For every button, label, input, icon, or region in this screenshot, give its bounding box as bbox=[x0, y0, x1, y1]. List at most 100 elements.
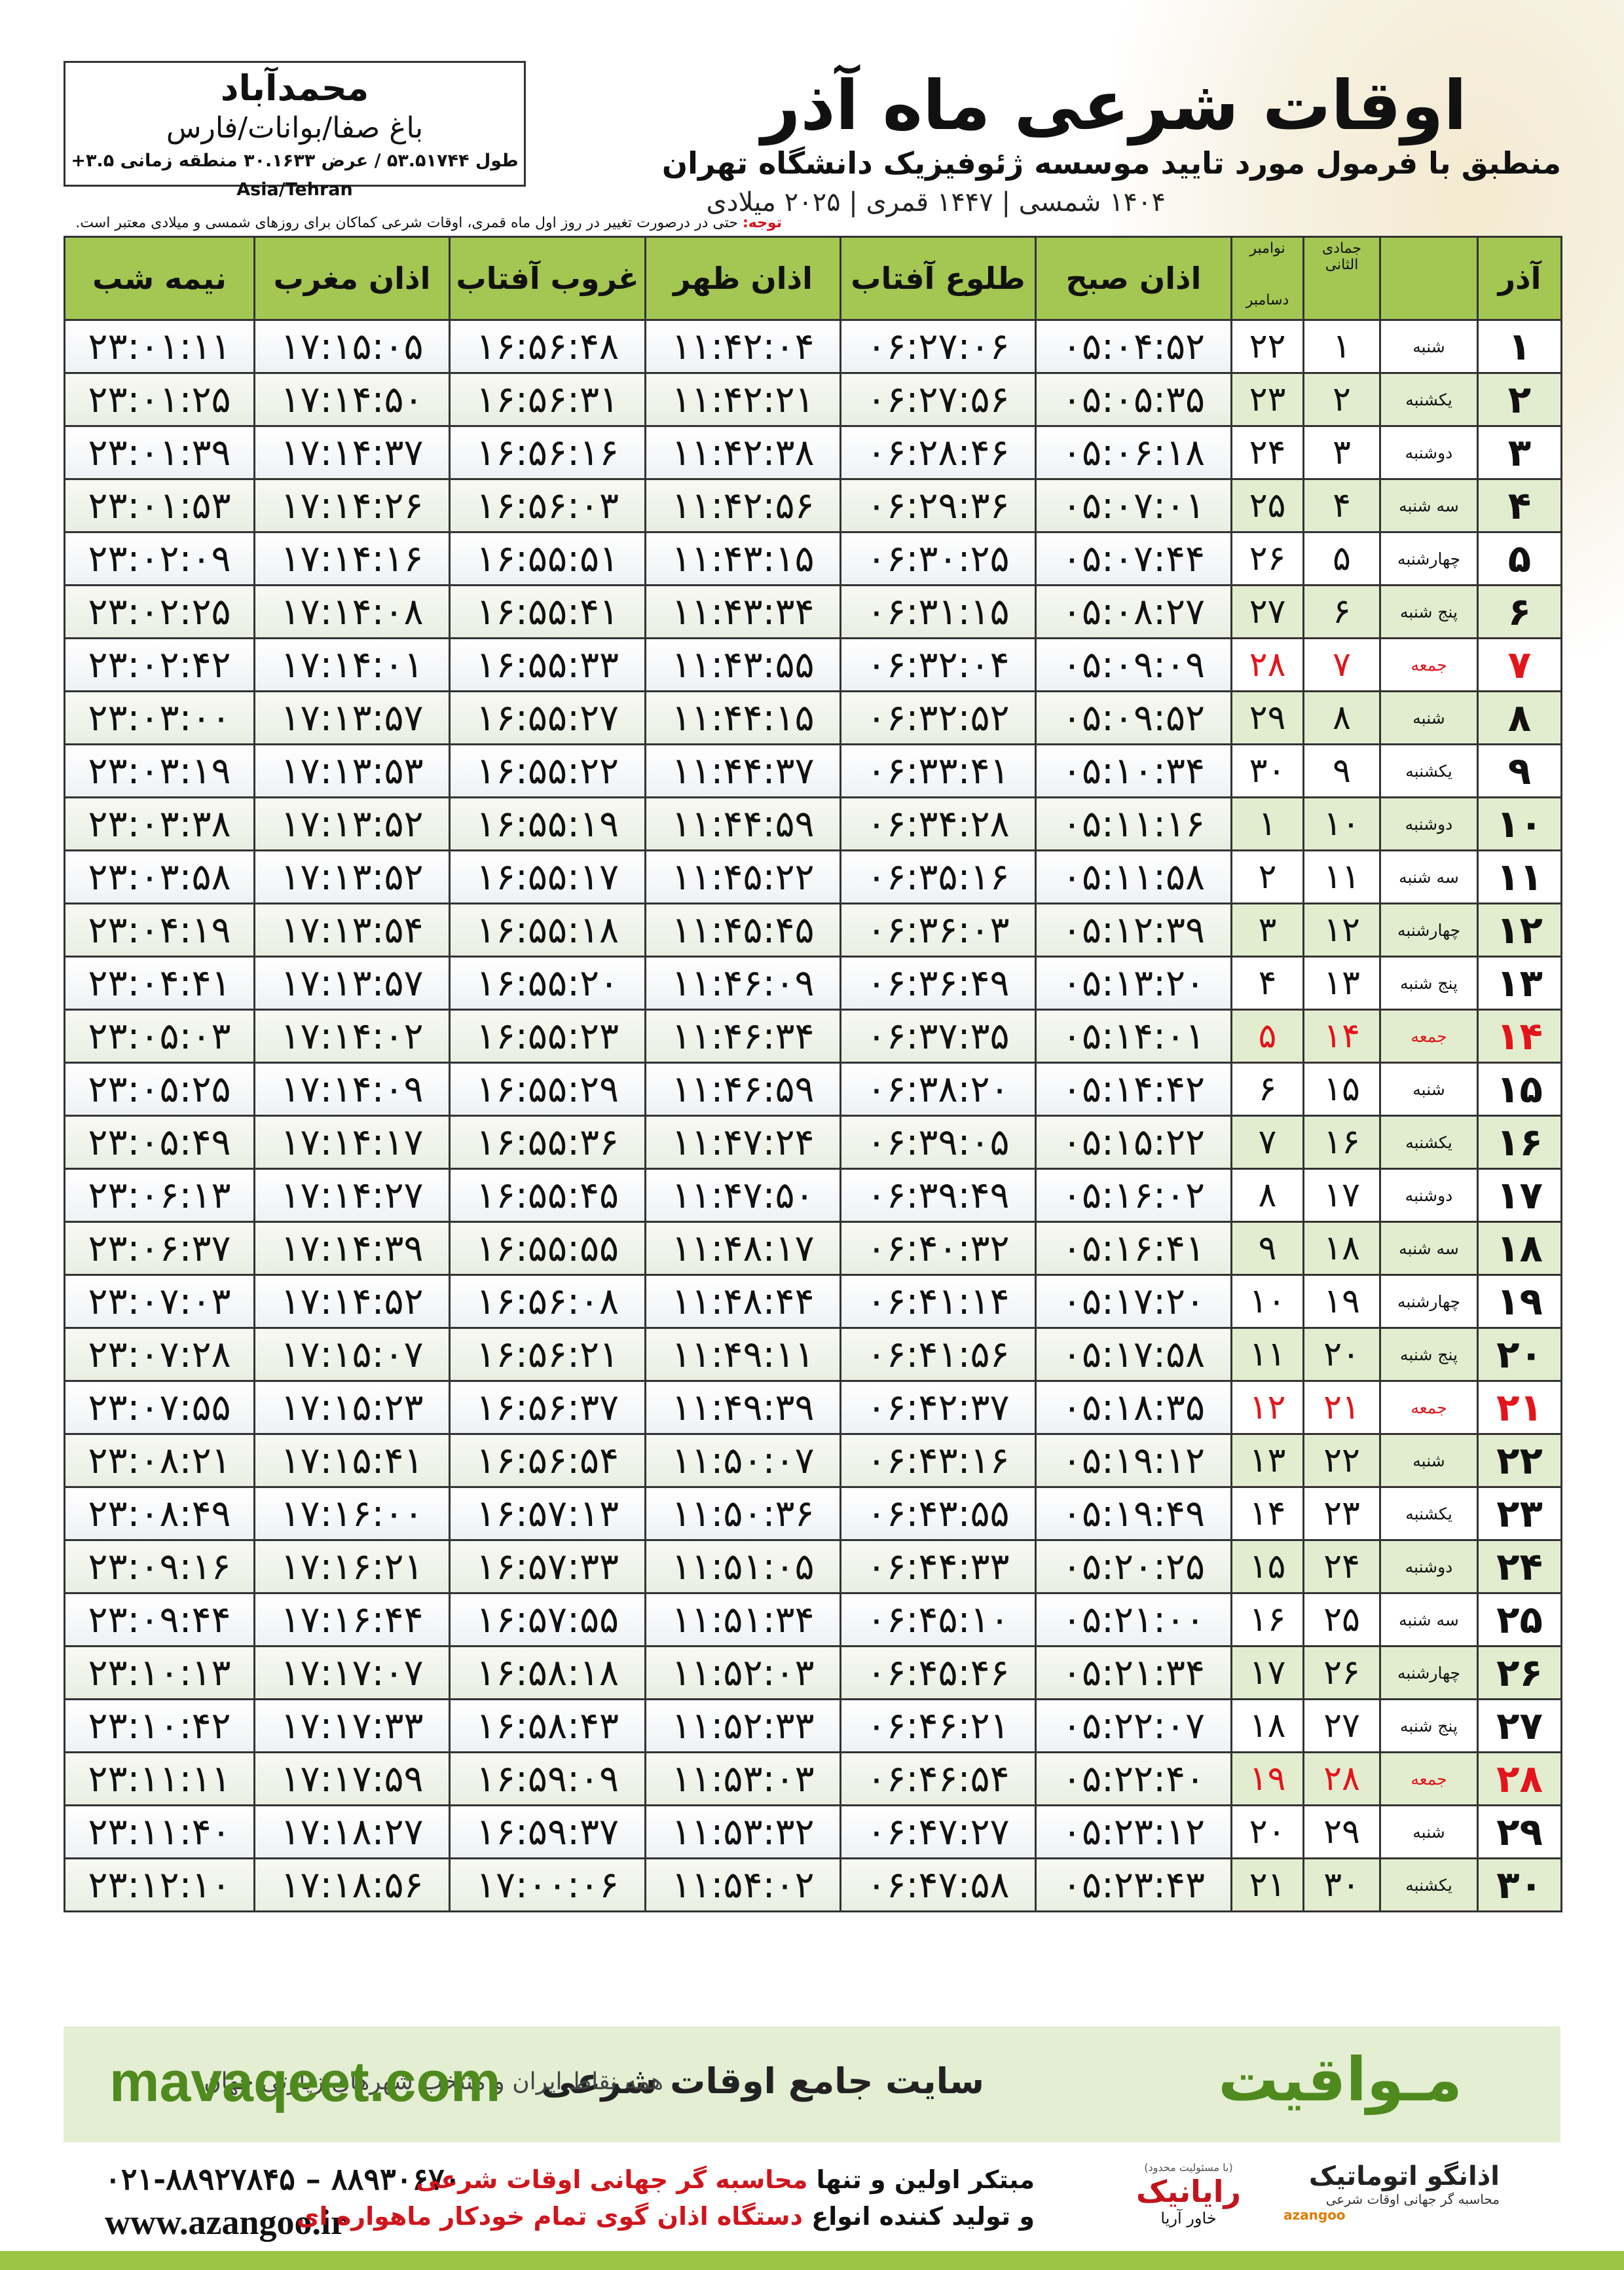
day-cell: ۲۱ bbox=[1230, 1857, 1304, 1912]
url[interactable]: mavaqeet.com bbox=[109, 2051, 501, 2113]
day-cell: چهارشنبه bbox=[1379, 1274, 1479, 1329]
time-cell: ۱۱:۴۹:۳۹ bbox=[644, 1380, 841, 1435]
time-cell: ۰۶:۴۱:۵۶ bbox=[840, 1327, 1037, 1382]
time-cell: ۰۵:۱۸:۳۵ bbox=[1035, 1380, 1232, 1435]
time-cell: ۱۱:۴۳:۳۴ bbox=[644, 584, 841, 639]
logo: اذانگو اتوماتیک محاسبه گر جهانی اوقات شر… bbox=[1283, 2161, 1500, 2223]
day-cell: ۲۰ bbox=[1230, 1804, 1304, 1859]
day-cell: شنبه bbox=[1379, 1062, 1479, 1117]
time-cell: ۱۶:۵۶:۲۱ bbox=[449, 1327, 646, 1382]
city: محمدآباد bbox=[220, 67, 369, 109]
logo-sub: محاسبه گر جهانی اوقات شرعی bbox=[1325, 2191, 1500, 2207]
time-cell: ۱۱:۴۵:۲۲ bbox=[644, 849, 841, 904]
day-cell: ۴ bbox=[1477, 478, 1562, 533]
day-cell: ۵ bbox=[1477, 531, 1562, 586]
time-cell: ۰۶:۴۵:۴۶ bbox=[840, 1645, 1037, 1700]
day-cell: جمعه bbox=[1379, 1380, 1479, 1435]
time-cell: ۲۳:۰۲:۴۲ bbox=[64, 637, 255, 692]
day-cell: ۱۳ bbox=[1477, 956, 1562, 1011]
day-cell: ۳۰ bbox=[1230, 743, 1304, 798]
time-cell: ۱۷:۱۳:۵۳ bbox=[253, 743, 451, 798]
time-cell: ۰۵:۱۹:۱۲ bbox=[1035, 1433, 1232, 1488]
time-cell: ۱۷:۱۵:۰۷ bbox=[253, 1327, 451, 1382]
time-cell: ۲۳:۰۹:۴۴ bbox=[64, 1592, 255, 1647]
table-row: ۱۷ دوشنبه ۱۷ ۸ ۰۵:۱۶:۰۲ ۰۶:۳۹:۴۹ ۱۱:۴۷:۵۰ ۱۶:۵۵… bbox=[64, 1168, 1562, 1223]
table-row: ۷ جمعه ۷ ۲۸ ۰۵:۰۹:۰۹ ۰۶:۳۲:۰۴ ۱۱:۴۳:۵۵ ۱۶:۵۵:۳۳… bbox=[64, 637, 1562, 692]
day-cell: ۲۷ bbox=[1302, 1698, 1381, 1753]
time-cell: ۲۳:۱۱:۴۰ bbox=[64, 1804, 255, 1859]
time-cell: ۰۶:۴۱:۱۴ bbox=[840, 1274, 1037, 1329]
day-cell: شنبه bbox=[1379, 1433, 1479, 1488]
day-cell: ۱۲ bbox=[1302, 902, 1381, 958]
day-cell: ۱۱ bbox=[1302, 849, 1381, 904]
time-cell: ۰۵:۲۳:۴۳ bbox=[1035, 1857, 1232, 1912]
time-cell: ۱۱:۵۰:۰۷ bbox=[644, 1433, 841, 1488]
table-row: ۲۱ جمعه ۲۱ ۱۲ ۰۵:۱۸:۳۵ ۰۶:۴۲:۳۷ ۱۱:۴۹:۳۹ ۱۶:۵۶:… bbox=[64, 1380, 1562, 1435]
time-cell: ۰۶:۳۱:۱۵ bbox=[840, 584, 1037, 639]
day-cell: ۲۴ bbox=[1477, 1539, 1562, 1594]
day-cell: پنج شنبه bbox=[1379, 584, 1479, 639]
time-cell: ۱۱:۴۳:۱۵ bbox=[644, 531, 841, 586]
time-cell: ۰۵:۱۳:۲۰ bbox=[1035, 956, 1232, 1011]
banner: مـواقیت سایت جامع اوقات شرعی همه نقاط ای… bbox=[64, 2026, 1560, 2142]
table-row: ۱۰ دوشنبه ۱۰ ۱ ۰۵:۱۱:۱۶ ۰۶:۳۴:۲۸ ۱۱:۴۴:۵۹ ۱۶:۵۵… bbox=[64, 796, 1562, 851]
time-cell: ۰۵:۱۰:۳۴ bbox=[1035, 743, 1232, 798]
time-cell: ۰۶:۴۵:۱۰ bbox=[840, 1592, 1037, 1647]
website[interactable]: www.azangoo.ir bbox=[105, 2203, 346, 2242]
time-cell: ۰۶:۲۷:۵۶ bbox=[840, 372, 1037, 427]
time-cell: ۱۶:۵۵:۳۶ bbox=[449, 1115, 646, 1170]
day-cell: سه شنبه bbox=[1379, 849, 1479, 904]
day-cell: ۶ bbox=[1477, 584, 1562, 639]
header-cell: اذان مغرب bbox=[253, 236, 451, 321]
time-cell: ۱۷:۱۴:۰۱ bbox=[253, 637, 451, 692]
day-cell: ۹ bbox=[1230, 1221, 1304, 1276]
time-cell: ۰۵:۱۵:۲۲ bbox=[1035, 1115, 1232, 1170]
day-cell: چهارشنبه bbox=[1379, 531, 1479, 586]
time-cell: ۰۶:۳۸:۲۰ bbox=[840, 1062, 1037, 1117]
day-cell: یکشنبه bbox=[1379, 1486, 1479, 1541]
time-cell: ۲۳:۰۱:۲۵ bbox=[64, 372, 255, 427]
time-cell: ۱۶:۵۵:۴۱ bbox=[449, 584, 646, 639]
day-cell: ۷ bbox=[1302, 637, 1381, 692]
credit-highlight: دستگاه اذان گوی تمام خودکار ماهواره ای bbox=[296, 2202, 803, 2231]
time-cell: ۱۱:۵۰:۳۶ bbox=[644, 1486, 841, 1541]
day-cell: ۲ bbox=[1477, 372, 1562, 427]
time-cell: ۱۷:۰۰:۰۶ bbox=[449, 1857, 646, 1912]
logo: (با مسئولیت محدود) رایانیک خاور آریا bbox=[1113, 2161, 1264, 2227]
time-cell: ۱۶:۵۵:۱۸ bbox=[449, 902, 646, 958]
time-cell: ۰۵:۱۷:۲۰ bbox=[1035, 1274, 1232, 1329]
time-cell: ۰۵:۲۰:۲۵ bbox=[1035, 1539, 1232, 1594]
day-cell: ۲۲ bbox=[1230, 319, 1304, 374]
phone: ۰۲۱-۸۸۹۲۷۸۴۵ – ۸۸۹۳۰۶۷۰ bbox=[105, 2161, 461, 2197]
time-cell: ۱۶:۵۵:۵۱ bbox=[449, 531, 646, 586]
time-cell: ۱۱:۵۴:۰۲ bbox=[644, 1857, 841, 1912]
location-box: محمدآباد باغ صفا/بوانات/فارس طول ۵۳.۵۱۷۴… bbox=[64, 61, 526, 200]
time-cell: ۲۳:۱۰:۱۳ bbox=[64, 1645, 255, 1700]
day-cell: ۱۸ bbox=[1477, 1221, 1562, 1276]
time-cell: ۱۱:۴۵:۴۵ bbox=[644, 902, 841, 958]
time-cell: ۰۶:۴۷:۲۷ bbox=[840, 1804, 1037, 1859]
time-cell: ۰۶:۳۰:۲۵ bbox=[840, 531, 1037, 586]
day-cell: جمعه bbox=[1379, 1009, 1479, 1064]
bottom-bar bbox=[0, 2251, 1624, 2270]
time-cell: ۱۱:۵۳:۰۳ bbox=[644, 1751, 841, 1806]
time-cell: ۲۳:۱۲:۱۰ bbox=[64, 1857, 255, 1912]
table-row: ۱۹ چهارشنبه ۱۹ ۱۰ ۰۵:۱۷:۲۰ ۰۶:۴۱:۱۴ ۱۱:۴۸:۴۴ ۱۶… bbox=[64, 1274, 1562, 1329]
day-cell: دوشنبه bbox=[1379, 1539, 1479, 1594]
day-cell: جمعه bbox=[1379, 637, 1479, 692]
time-cell: ۱۶:۵۶:۴۸ bbox=[449, 319, 646, 374]
day-cell: ۲۸ bbox=[1230, 637, 1304, 692]
time-cell: ۰۵:۰۶:۱۸ bbox=[1035, 425, 1232, 480]
day-cell: ۱ bbox=[1302, 319, 1381, 374]
subtitle: منطبق با فرمول مورد تایید موسسه ژئوفیزیک… bbox=[661, 145, 1561, 181]
logo-sub: خاور آریا bbox=[1160, 2209, 1217, 2227]
table-row: ۲۵ سه شنبه ۲۵ ۱۶ ۰۵:۲۱:۰۰ ۰۶:۴۵:۱۰ ۱۱:۵۱:۳۴ ۱۶:… bbox=[64, 1592, 1562, 1647]
time-cell: ۰۵:۲۲:۰۷ bbox=[1035, 1698, 1232, 1753]
day-cell: ۲۱ bbox=[1302, 1380, 1381, 1435]
brand: مـواقیت bbox=[1218, 2045, 1462, 2115]
day-cell: ۱۱ bbox=[1230, 1327, 1304, 1382]
time-cell: ۰۶:۳۷:۳۵ bbox=[840, 1009, 1037, 1064]
time-cell: ۱۷:۱۸:۵۶ bbox=[253, 1857, 451, 1912]
table-body: ۱ شنبه ۱ ۲۲ ۰۵:۰۴:۵۲ ۰۶:۲۷:۰۶ ۱۱:۴۲:۰۴ ۱۶:۵۶:۴۸… bbox=[64, 319, 1562, 1912]
day-cell: پنج شنبه bbox=[1379, 1698, 1479, 1753]
